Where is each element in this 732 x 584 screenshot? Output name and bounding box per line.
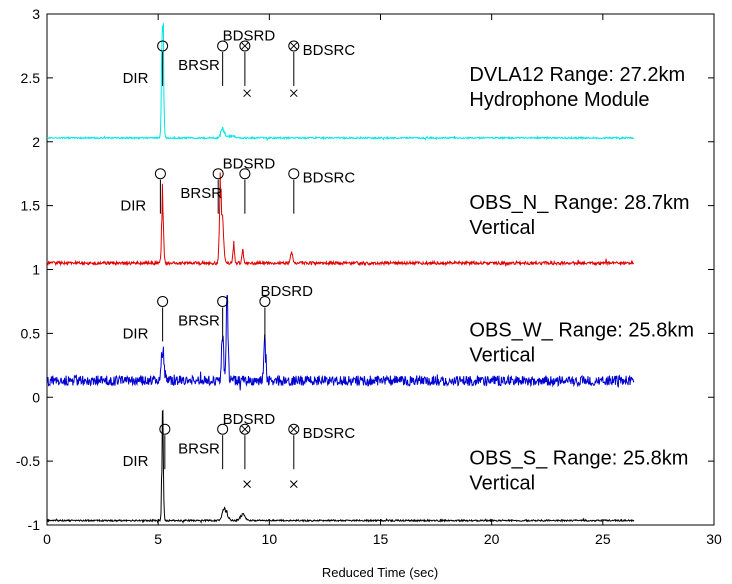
phase-label: DIR	[123, 453, 149, 470]
phase-circle-marker	[159, 423, 171, 435]
phase-label: BRSR	[178, 57, 220, 74]
y-tick-label: 0.5	[21, 325, 41, 341]
phase-cross-marker	[289, 425, 298, 434]
phase-label: BDSRC	[303, 170, 356, 187]
x-tick-label: 0	[43, 531, 51, 547]
y-tick-label: 2.5	[21, 70, 41, 86]
series-4-annotation: Vertical	[469, 472, 535, 494]
phase-label: BRSR	[178, 313, 220, 330]
plot-frame	[46, 13, 715, 526]
phase-circle-marker	[288, 423, 300, 435]
series-1-annotation: DVLA12 Range: 27.2km	[469, 64, 685, 86]
y-tick-label: 2	[32, 134, 40, 150]
phase-cross-marker	[289, 42, 298, 50]
x-tick-label: 10	[262, 531, 278, 547]
phase-label: BDSRD	[223, 411, 276, 428]
series-2-annotation: Vertical	[469, 217, 535, 239]
series-2-trace	[46, 172, 635, 267]
x-axis-label: Reduced Time (sec)	[322, 565, 438, 580]
phase-marker-group: DIRBRSRBDSRDBDSRCDIRBRSRBDSRDBDSRCDIRBRS…	[120, 28, 355, 488]
phase-label: BRSR	[180, 185, 222, 202]
x-tick-label: 20	[484, 531, 500, 547]
series-4-annotation: OBS_S_ Range: 25.8km	[469, 447, 688, 469]
y-tick-label: 3	[32, 6, 40, 22]
phase-label: BDSRC	[303, 425, 356, 442]
x-axis-ticks: 0 5 10 15 20 25 30	[43, 14, 722, 547]
phase-circle-marker	[154, 168, 166, 180]
series-3-annotation: Vertical	[469, 345, 535, 367]
phase-cross-marker	[241, 42, 249, 50]
phase-circle-marker	[288, 40, 300, 52]
phase-circle-marker	[239, 168, 251, 180]
phase-circle-marker	[259, 295, 271, 307]
series-3-trace	[46, 294, 635, 391]
phase-circle-marker	[288, 168, 300, 180]
series-3-annotation: OBS_W_ Range: 25.8km	[469, 320, 694, 342]
y-tick-label: 0	[32, 389, 40, 405]
series-1-trace	[47, 23, 635, 142]
phase-label: BDSRD	[223, 28, 276, 45]
phase-circle-marker	[212, 168, 224, 180]
phase-circle-marker	[217, 423, 229, 435]
x-marker	[289, 89, 298, 98]
x-marker	[243, 480, 251, 488]
phase-label: DIR	[123, 325, 149, 342]
y-tick-label: -0.5	[16, 453, 40, 469]
x-marker	[243, 89, 251, 98]
phase-label: DIR	[120, 198, 146, 215]
x-marker	[289, 480, 298, 488]
phase-circle-marker	[217, 295, 229, 307]
x-tick-label: 30	[706, 531, 722, 547]
phase-circle-marker	[157, 40, 169, 52]
phase-circle-marker	[239, 40, 251, 52]
x-tick-label: 15	[373, 531, 389, 547]
y-tick-label: 1.5	[21, 198, 41, 214]
phase-label: BDSRD	[223, 155, 276, 172]
series-2-annotation: OBS_N_ Range: 28.7km	[469, 192, 689, 214]
phase-circle-marker	[157, 295, 169, 307]
y-tick-label: -1	[28, 517, 41, 533]
phase-label: BDSRD	[260, 283, 313, 300]
series-4-trace	[46, 409, 635, 524]
x-tick-label: 25	[595, 531, 611, 547]
phase-cross-marker	[241, 425, 249, 434]
phase-label: DIR	[123, 70, 149, 87]
x-tick-label: 5	[154, 531, 162, 547]
annotation-group: DVLA12 Range: 27.2km Hydrophone Module OBS…	[469, 64, 694, 494]
trace-group	[46, 23, 635, 524]
phase-label: BDSRC	[303, 42, 356, 59]
phase-circle-marker	[217, 40, 229, 52]
phase-label: BRSR	[178, 440, 220, 457]
y-tick-label: 1	[32, 262, 40, 278]
y-axis-ticks: -1 -0.5 0 0.5 1 1.5 2 2.5 3	[16, 6, 714, 533]
series-1-annotation: Hydrophone Module	[469, 89, 649, 111]
phase-circle-marker	[239, 423, 251, 435]
